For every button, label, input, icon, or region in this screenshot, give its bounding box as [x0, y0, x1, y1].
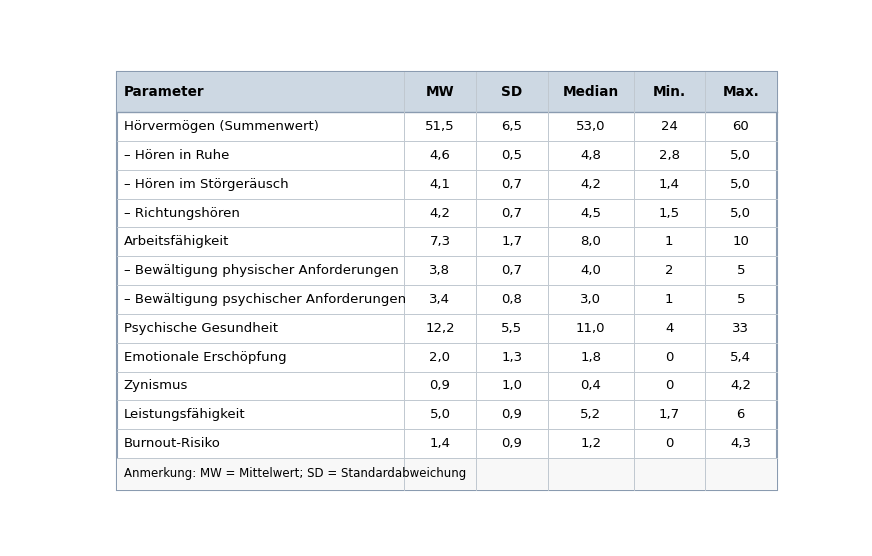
- Text: 3,8: 3,8: [430, 264, 451, 277]
- Text: 6: 6: [737, 408, 745, 421]
- Text: 1,0: 1,0: [501, 379, 522, 393]
- Text: 7,3: 7,3: [429, 235, 451, 249]
- Text: 4,2: 4,2: [580, 178, 601, 191]
- Text: Hörvermögen (Summenwert): Hörvermögen (Summenwert): [124, 120, 319, 133]
- Text: 5,2: 5,2: [580, 408, 602, 421]
- Text: 6,5: 6,5: [501, 120, 522, 133]
- Text: 2,8: 2,8: [658, 149, 679, 162]
- Text: – Bewältigung psychischer Anforderungen: – Bewältigung psychischer Anforderungen: [124, 293, 406, 306]
- Text: 60: 60: [732, 120, 749, 133]
- Text: 8,0: 8,0: [580, 235, 601, 249]
- Text: Zynismus: Zynismus: [124, 379, 188, 393]
- Text: 1,4: 1,4: [658, 178, 679, 191]
- Text: 0: 0: [665, 437, 673, 450]
- Text: Arbeitsfähigkeit: Arbeitsfähigkeit: [124, 235, 229, 249]
- Text: 4,2: 4,2: [730, 379, 752, 393]
- Text: Max.: Max.: [722, 85, 760, 99]
- Text: 2,0: 2,0: [430, 351, 451, 364]
- Text: – Hören im Störgeräusch: – Hören im Störgeräusch: [124, 178, 289, 191]
- Text: 1,7: 1,7: [501, 235, 522, 249]
- Text: 1,3: 1,3: [501, 351, 522, 364]
- Text: 0,5: 0,5: [501, 149, 522, 162]
- Text: 0,9: 0,9: [501, 408, 522, 421]
- Text: 12,2: 12,2: [426, 322, 455, 335]
- Text: Parameter: Parameter: [124, 85, 205, 99]
- Text: 5,5: 5,5: [501, 322, 522, 335]
- Text: 5,0: 5,0: [730, 149, 752, 162]
- Text: Leistungsfähigkeit: Leistungsfähigkeit: [124, 408, 246, 421]
- Text: 1,4: 1,4: [430, 437, 451, 450]
- Text: 1,2: 1,2: [580, 437, 602, 450]
- Text: 4,1: 4,1: [430, 178, 451, 191]
- Text: 1,5: 1,5: [658, 207, 680, 220]
- Text: Min.: Min.: [652, 85, 685, 99]
- Text: 1,7: 1,7: [658, 408, 680, 421]
- Text: 0: 0: [665, 379, 673, 393]
- Text: Anmerkung: MW = Mittelwert; SD = Standardabweichung: Anmerkung: MW = Mittelwert; SD = Standar…: [124, 468, 467, 480]
- Text: 1: 1: [665, 293, 673, 306]
- Text: 5,4: 5,4: [730, 351, 752, 364]
- Text: 0,7: 0,7: [501, 264, 522, 277]
- Text: 4,5: 4,5: [580, 207, 601, 220]
- Text: MW: MW: [426, 85, 454, 99]
- Text: 3,0: 3,0: [580, 293, 601, 306]
- Text: 3,4: 3,4: [430, 293, 451, 306]
- Bar: [117, 72, 777, 112]
- Text: 4,0: 4,0: [580, 264, 601, 277]
- Text: 5,0: 5,0: [730, 178, 752, 191]
- Text: 4,6: 4,6: [430, 149, 451, 162]
- Text: 0,8: 0,8: [501, 293, 522, 306]
- Text: 53,0: 53,0: [576, 120, 605, 133]
- Text: 0,7: 0,7: [501, 207, 522, 220]
- Text: 1,8: 1,8: [580, 351, 601, 364]
- Text: 5,0: 5,0: [730, 207, 752, 220]
- Text: – Bewältigung physischer Anforderungen: – Bewältigung physischer Anforderungen: [124, 264, 399, 277]
- Text: 4,3: 4,3: [730, 437, 752, 450]
- Text: 4: 4: [665, 322, 673, 335]
- Text: Emotionale Erschöpfung: Emotionale Erschöpfung: [124, 351, 287, 364]
- Text: 11,0: 11,0: [576, 322, 605, 335]
- Text: 33: 33: [732, 322, 749, 335]
- Text: Psychische Gesundheit: Psychische Gesundheit: [124, 322, 278, 335]
- Text: 24: 24: [661, 120, 678, 133]
- Text: 4,2: 4,2: [430, 207, 451, 220]
- Text: 4,8: 4,8: [580, 149, 601, 162]
- Text: 5: 5: [737, 293, 745, 306]
- Text: 0: 0: [665, 351, 673, 364]
- Text: – Richtungshören: – Richtungshören: [124, 207, 240, 220]
- Text: 5: 5: [737, 264, 745, 277]
- Text: 2: 2: [665, 264, 673, 277]
- Text: SD: SD: [501, 85, 522, 99]
- Text: 5,0: 5,0: [430, 408, 451, 421]
- Text: 0,4: 0,4: [580, 379, 601, 393]
- Text: – Hören in Ruhe: – Hören in Ruhe: [124, 149, 229, 162]
- Text: Median: Median: [562, 85, 619, 99]
- Bar: [117, 458, 777, 490]
- Text: 0,9: 0,9: [430, 379, 451, 393]
- Text: 1: 1: [665, 235, 673, 249]
- Text: 0,9: 0,9: [501, 437, 522, 450]
- Text: Burnout-Risiko: Burnout-Risiko: [124, 437, 221, 450]
- Text: 0,7: 0,7: [501, 178, 522, 191]
- Text: 10: 10: [732, 235, 749, 249]
- Text: 51,5: 51,5: [426, 120, 455, 133]
